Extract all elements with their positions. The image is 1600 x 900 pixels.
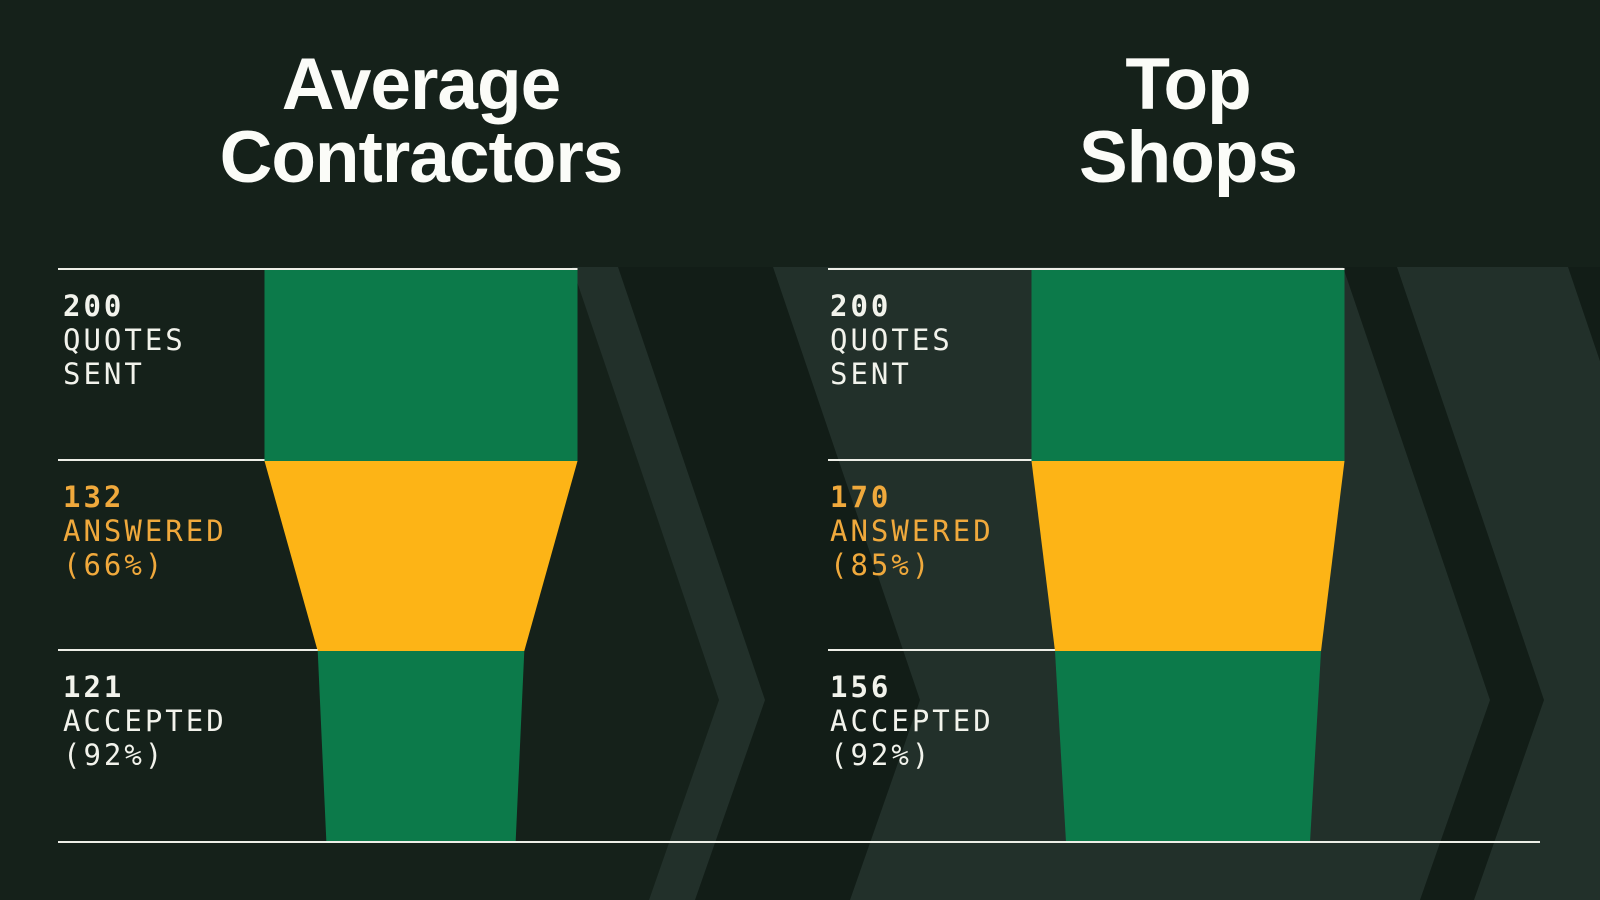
stage-label-answered: 132 ANSWERED (66%) [63, 480, 227, 582]
stage-name: SENT [63, 357, 145, 391]
stage-name: QUOTES [830, 323, 953, 357]
stage-label-quotes-sent: 200 QUOTES SENT [830, 289, 953, 391]
stage-label-accepted: 156 ACCEPTED (92%) [830, 670, 994, 772]
funnel-right-segment-2 [1031, 461, 1345, 651]
stage-name: SENT [830, 357, 912, 391]
stage-label-accepted: 121 ACCEPTED (92%) [63, 670, 227, 772]
row-rule-accepted [58, 649, 318, 651]
stage-percent: (85%) [830, 548, 933, 582]
funnel-left-segment-1 [264, 270, 578, 461]
funnel-right-segment-3 [1054, 651, 1322, 841]
stage-value: 170 [830, 480, 892, 514]
stage-value: 132 [63, 480, 125, 514]
stage-name: ANSWERED [63, 514, 227, 548]
stage-percent: (66%) [63, 548, 166, 582]
row-rule-accepted [828, 649, 1055, 651]
funnel-left-segment-2 [264, 461, 578, 651]
row-rule-top [58, 268, 578, 270]
stage-value: 121 [63, 670, 125, 704]
stage-value: 156 [830, 670, 892, 704]
title-line: Contractors [219, 117, 624, 198]
stage-value: 200 [63, 289, 125, 323]
left-column-title: Average Contractors [21, 48, 821, 194]
stage-name: ACCEPTED [830, 704, 994, 738]
title-line: Top [1125, 44, 1251, 125]
funnel-left-segment-3 [317, 651, 525, 841]
right-column-title: Top Shops [788, 48, 1588, 194]
row-rule-top [828, 268, 1345, 270]
background-chevron-stripe-3 [1568, 267, 1600, 362]
stage-percent: (92%) [830, 738, 933, 772]
row-rule-answered [58, 459, 265, 461]
row-rule-answered [828, 459, 1032, 461]
funnel-right-segment-1 [1031, 270, 1345, 461]
title-line: Average [281, 44, 561, 125]
bottom-rule [58, 841, 1540, 843]
background-chevron-stripe-2 [1343, 267, 1544, 900]
title-line: Shops [1078, 117, 1298, 198]
background-chevron-stripe-1 [618, 267, 920, 900]
stage-percent: (92%) [63, 738, 166, 772]
stage-name: ANSWERED [830, 514, 994, 548]
stage-name: ACCEPTED [63, 704, 227, 738]
stage-label-quotes-sent: 200 QUOTES SENT [63, 289, 186, 391]
stage-name: QUOTES [63, 323, 186, 357]
stage-label-answered: 170 ANSWERED (85%) [830, 480, 994, 582]
stage-value: 200 [830, 289, 892, 323]
